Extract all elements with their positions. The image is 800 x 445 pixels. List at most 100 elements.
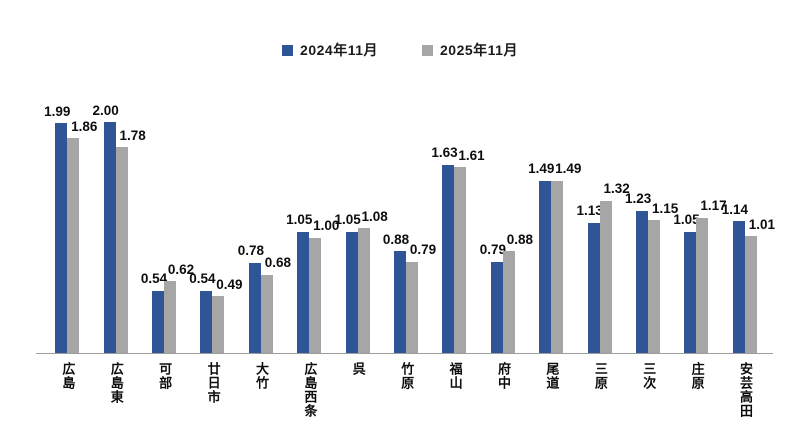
category-slot-8: 福山 [430,362,478,418]
bar-wrap: 1.13 [577,204,603,353]
value-label-series1-12: 1.15 [651,200,679,216]
bar-group-1: 2.00 1.78 [91,103,146,353]
bar-wrap: 1.17 [696,199,727,353]
category-slot-1: 広島東 [91,362,139,418]
bar-series1-cat2 [164,281,177,353]
bar-wrap: 1.49 [551,162,581,353]
category-label-14: 安芸高田 [738,362,754,418]
bar-wrap: 2.00 [92,103,119,353]
bar-series0-cat6 [345,231,358,353]
category-slot-11: 三原 [575,362,623,418]
value-label-series1-7: 0.79 [409,242,437,258]
category-label-11: 三原 [592,362,608,390]
bar-wrap: 1.49 [528,162,554,353]
bar-series0-cat9 [490,261,503,353]
legend-label: 2024年11月 [300,42,378,58]
value-label-series0-4: 0.78 [237,243,264,259]
bar-series0-cat4 [248,262,261,353]
plot-area: 1.99 1.86 2.00 1.78 0.54 0.62 0.54 0.49 0.78 0.68… [43,103,775,353]
bar-wrap: 0.88 [502,233,533,353]
category-label-8: 福山 [447,362,463,390]
value-label-series1-13: 1.17 [700,198,727,214]
category-slot-10: 尾道 [527,362,575,418]
bar-wrap: 1.61 [454,148,485,353]
bar-series0-cat1 [103,122,116,353]
bar-wrap: 1.32 [599,182,630,353]
value-label-series0-0: 1.99 [44,103,71,119]
bar-series0-cat8 [442,164,455,353]
legend-swatch-icon [422,44,433,56]
value-label-series0-9: 0.79 [479,242,506,258]
bar-series0-cat11 [587,222,600,353]
bar-wrap: 0.54 [189,272,216,353]
value-label-series0-6: 1.05 [334,212,361,228]
category-slot-13: 庄原 [672,362,720,418]
bar-series1-cat6 [357,228,370,353]
bar-wrap: 0.68 [260,256,291,353]
category-label-1: 広島東 [108,362,124,404]
bar-wrap: 1.63 [431,146,458,353]
category-label-4: 大竹 [253,362,269,390]
value-label-series1-4: 0.68 [264,255,291,270]
value-label-series1-11: 1.32 [603,181,630,196]
value-label-series1-14: 1.01 [748,216,776,232]
value-label-series0-10: 1.49 [528,161,555,177]
category-label-0: 広島 [60,362,76,390]
bar-wrap: 1.01 [744,218,775,353]
category-label-3: 廿日市 [205,362,221,404]
bar-group-7: 0.88 0.79 [382,122,436,353]
bar-wrap: 0.62 [164,263,194,353]
category-axis: 広島 広島東 可部 廿日市 大竹 広島西条 呉 竹原 福山 府中 尾道 三原 三次 庄原 安芸高田 [43,362,769,418]
bar-series1-cat13 [696,217,709,353]
legend-item-1: 2025年11月 [422,40,518,60]
category-label-6: 呉 [350,362,366,376]
category-slot-3: 廿日市 [188,362,236,418]
bar-wrap: 0.88 [383,233,409,353]
value-label-series0-7: 0.88 [382,231,410,247]
legend: 2024年11月 2025年11月 [0,40,800,60]
value-label-series1-0: 1.86 [71,118,98,134]
bar-wrap: 1.99 [44,105,70,353]
legend-item-0: 2024年11月 [282,40,378,60]
bar-group-2: 0.54 0.62 [140,122,194,353]
category-slot-14: 安芸高田 [721,362,769,418]
value-label-series1-10: 1.49 [555,161,582,177]
value-label-series1-9: 0.88 [506,231,533,247]
value-label-series1-5: 1.00 [313,218,340,233]
bar-series0-cat12 [636,210,649,353]
category-slot-4: 大竹 [237,362,285,418]
value-label-series0-14: 1.14 [721,201,749,217]
value-label-series0-8: 1.63 [431,145,458,161]
value-label-series0-13: 1.05 [673,212,700,228]
bar-series1-cat7 [406,261,419,353]
bar-series0-cat0 [55,123,68,353]
bar-series1-cat3 [212,296,225,353]
bar-series0-cat2 [152,290,165,353]
bar-series0-cat3 [200,290,213,353]
category-slot-2: 可部 [140,362,188,418]
value-label-series1-2: 0.62 [167,261,195,277]
bar-wrap: 1.78 [115,129,146,353]
bar-wrap: 1.00 [309,219,339,353]
value-label-series1-1: 1.78 [119,127,146,143]
bar-group-13: 1.05 1.17 [672,122,727,353]
bar-group-10: 1.49 1.49 [527,122,581,353]
legend-swatch-icon [282,44,294,56]
bar-series0-cat13 [684,231,697,353]
bar-series1-cat4 [260,274,273,353]
value-label-series0-2: 0.54 [140,271,168,287]
bar-group-12: 1.23 1.15 [624,122,678,353]
value-label-series0-1: 2.00 [92,102,119,118]
bar-series0-cat10 [539,180,552,353]
category-label-12: 三次 [641,362,657,390]
bar-series1-cat0 [67,138,80,353]
category-label-9: 府中 [496,362,511,390]
bar-series0-cat14 [732,221,745,353]
bar-wrap: 1.05 [286,213,312,353]
value-label-series0-12: 1.23 [624,191,652,207]
bar-group-9: 0.79 0.88 [479,122,533,353]
category-slot-0: 広島 [43,362,91,418]
category-slot-7: 竹原 [382,362,430,418]
bar-group-5: 1.05 1.00 [285,122,339,353]
